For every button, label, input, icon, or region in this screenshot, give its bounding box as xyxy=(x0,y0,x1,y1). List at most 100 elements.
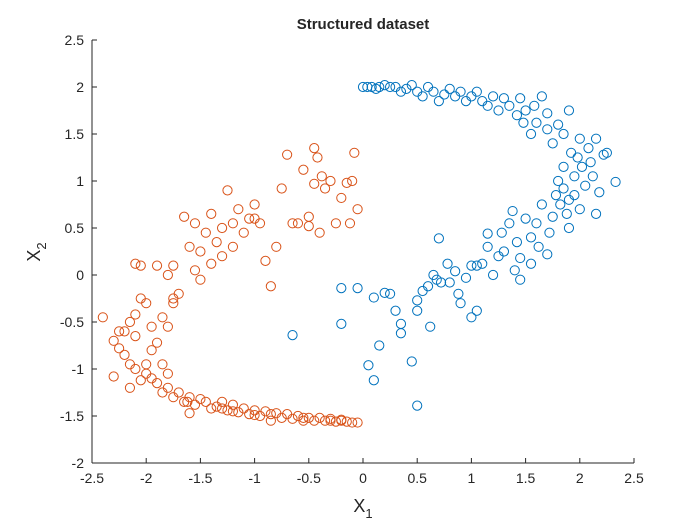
data-point-series-2 xyxy=(316,171,327,182)
data-point-series-1 xyxy=(520,105,531,116)
data-point-series-1 xyxy=(576,161,588,172)
data-point-series-2 xyxy=(146,321,157,332)
data-point-series-2 xyxy=(341,416,352,427)
data-point-series-2 xyxy=(303,221,314,232)
data-point-series-1 xyxy=(529,100,540,111)
data-point-series-1 xyxy=(466,260,477,271)
data-point-series-2 xyxy=(124,359,136,370)
plot-points xyxy=(97,80,621,428)
data-point-series-1 xyxy=(542,249,553,260)
data-point-series-2 xyxy=(200,227,211,238)
data-point-series-2 xyxy=(349,147,360,158)
data-point-series-2 xyxy=(244,409,255,420)
data-point-series-2 xyxy=(254,410,266,422)
data-point-series-2 xyxy=(227,241,239,252)
data-point-series-2 xyxy=(189,399,201,410)
y-tick-label: 1.5 xyxy=(65,126,85,142)
x-tick-label: 2 xyxy=(576,470,584,486)
data-point-series-1 xyxy=(536,199,547,210)
data-point-series-2 xyxy=(227,406,239,417)
data-point-series-2 xyxy=(168,260,179,271)
data-point-series-2 xyxy=(168,298,179,309)
data-point-series-1 xyxy=(487,269,499,281)
data-point-series-2 xyxy=(298,164,309,175)
data-point-series-1 xyxy=(553,119,564,130)
data-point-series-1 xyxy=(390,305,401,316)
x-ticks: -2.5 -2 -1.5 -1 -0.5 0 0.5 1 1.5 2 2.5 xyxy=(80,458,644,486)
data-point-series-2 xyxy=(130,363,141,375)
data-point-series-1 xyxy=(558,128,569,140)
data-point-series-2 xyxy=(206,403,217,414)
data-point-series-1 xyxy=(525,258,537,269)
data-point-series-2 xyxy=(189,265,201,276)
data-point-series-1 xyxy=(590,208,602,219)
data-point-series-1 xyxy=(550,190,562,201)
data-point-series-1 xyxy=(580,180,591,191)
data-point-series-1 xyxy=(379,80,390,91)
data-point-series-2 xyxy=(265,415,276,426)
data-point-series-1 xyxy=(542,108,553,119)
data-point-series-1 xyxy=(368,375,379,386)
data-point-series-1 xyxy=(601,147,613,158)
data-point-series-1 xyxy=(507,205,518,217)
data-point-series-2 xyxy=(276,183,287,194)
data-point-series-1 xyxy=(518,117,529,128)
data-point-series-1 xyxy=(460,272,472,283)
data-point-series-2 xyxy=(298,412,309,423)
x-tick-label: 1.5 xyxy=(516,470,536,486)
data-point-series-1 xyxy=(366,81,377,93)
x-tick-label: -1.5 xyxy=(188,470,212,486)
data-point-series-2 xyxy=(195,246,206,257)
data-point-series-1 xyxy=(525,232,537,243)
y-axis-label: X2 xyxy=(24,242,49,261)
data-point-series-1 xyxy=(594,187,605,198)
data-point-series-1 xyxy=(357,81,369,93)
data-point-series-1 xyxy=(572,152,583,163)
data-point-series-2 xyxy=(189,218,201,229)
data-point-series-2 xyxy=(233,407,244,418)
x-tick-label: -0.5 xyxy=(297,470,321,486)
y-tick-label: 2 xyxy=(76,79,84,95)
data-point-series-2 xyxy=(216,403,228,414)
data-point-series-1 xyxy=(533,241,544,252)
data-point-series-2 xyxy=(130,331,141,342)
x-tick-label: 2.5 xyxy=(624,470,644,486)
data-point-series-1 xyxy=(385,81,396,93)
data-point-series-2 xyxy=(146,373,157,384)
data-point-series-2 xyxy=(319,415,331,426)
data-point-series-1 xyxy=(511,110,523,121)
data-point-series-1 xyxy=(555,199,566,210)
data-point-series-2 xyxy=(352,204,363,215)
data-point-series-1 xyxy=(509,265,520,276)
x-tick-label: -2 xyxy=(140,470,153,486)
data-point-series-2 xyxy=(227,218,239,229)
data-point-series-1 xyxy=(563,222,575,234)
data-point-series-2 xyxy=(162,269,173,281)
y-tick-label: 0 xyxy=(76,267,84,283)
data-point-series-2 xyxy=(179,211,190,222)
data-point-series-1 xyxy=(422,281,434,292)
data-point-series-1 xyxy=(569,190,580,201)
data-point-series-2 xyxy=(312,152,323,163)
data-point-series-1 xyxy=(433,96,444,107)
data-point-series-2 xyxy=(168,293,179,304)
data-point-series-2 xyxy=(146,345,157,356)
data-point-series-2 xyxy=(249,199,260,210)
data-point-series-2 xyxy=(184,408,195,419)
data-point-series-2 xyxy=(271,241,282,252)
data-point-series-1 xyxy=(412,86,423,97)
data-point-series-2 xyxy=(309,143,320,154)
data-point-series-2 xyxy=(211,237,222,248)
data-point-series-1 xyxy=(515,252,526,264)
data-point-series-2 xyxy=(314,412,325,423)
data-point-series-1 xyxy=(406,80,417,91)
data-point-series-2 xyxy=(195,393,206,405)
axes-frame xyxy=(91,40,634,464)
data-point-series-2 xyxy=(325,175,336,187)
data-point-series-2 xyxy=(157,359,168,370)
data-point-series-1 xyxy=(504,100,515,111)
data-point-series-2 xyxy=(282,409,293,420)
data-point-series-2 xyxy=(287,413,298,424)
data-point-series-1 xyxy=(531,117,542,128)
data-point-series-2 xyxy=(292,410,304,422)
